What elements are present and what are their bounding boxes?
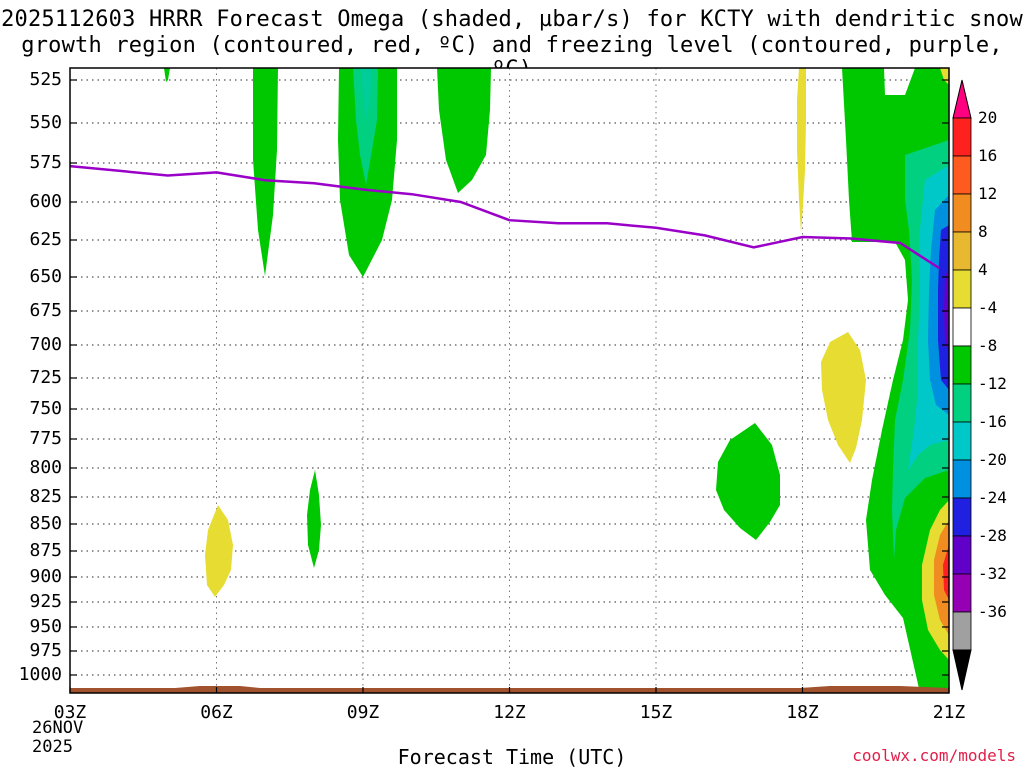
chart-title-line1: 2025112603 HRRR Forecast Omega (shaded, … [1,7,1023,32]
omega-column-09z-cyan [361,68,372,120]
credit-link[interactable]: coolwx.com/models [852,746,1016,765]
omega-shading [70,68,949,693]
x-tick-label: 21Z [932,702,966,723]
y-tick-label: 700 [29,334,62,355]
omega-system-right-positive-orange [934,520,949,635]
omega-system-right-deepblue [938,225,949,390]
omega-sliver-08z [307,470,321,568]
colorbar-label: 4 [978,260,988,279]
colorbar-bottom-arrow [952,649,972,691]
chart-title-line2: growth region (contoured, red, ºC) and f… [21,33,1003,82]
colorbar-segment [952,459,972,499]
colorbar-label: -16 [978,412,1007,431]
omega-blob-17z [716,423,780,540]
y-tick-label: 875 [29,540,62,561]
colorbar-label: -4 [978,298,998,317]
x-tick-label: 03Z [53,702,87,723]
y-tick-label: 950 [29,616,62,637]
date-label-day: 26NOV [32,718,84,738]
colorbar-label: -32 [978,564,1007,583]
colorbar-segment [952,421,972,461]
colorbar-label: -24 [978,488,1007,507]
y-tick-label: 850 [29,513,62,534]
omega-column-09z-teal [353,68,378,185]
y-tick-label: 525 [29,69,62,90]
colorbar-segment [952,345,972,385]
colorbar-label: -28 [978,526,1007,545]
y-tick-label: 725 [29,367,62,388]
y-tick-label: 575 [29,152,62,173]
y-tick-label: 600 [29,191,62,212]
y-tick-label: 650 [29,266,62,287]
freezing-level-line [69,164,940,270]
omega-system-right-positive-red [943,545,949,600]
colorbar-segment [952,269,972,309]
axis-ticks [69,79,950,693]
y-tick-label: 1000 [18,664,62,685]
colorbar-segment [952,383,972,423]
y-tick-label: 625 [29,229,62,250]
colorbar-segment [952,307,972,347]
colorbar-segment [952,535,972,575]
omega-speck-top-right [940,68,949,85]
x-tick-label: 12Z [493,702,526,723]
colorbar-segment [952,193,972,233]
colorbar-label: -8 [978,336,998,355]
y-tick-label: 550 [29,112,62,133]
y-tick-label: 900 [29,566,62,587]
omega-positive-18z-streak [797,68,806,233]
y-tick-label: 925 [29,591,62,612]
x-tick-label: 09Z [346,702,380,723]
x-tick-label: 18Z [786,702,819,723]
omega-positive-06z [205,505,233,597]
colorbar-label: 8 [978,222,988,241]
y-tick-label: 675 [29,300,62,321]
colorbar-segment [952,611,972,651]
omega-column-07z [253,68,278,276]
y-tick-label: 975 [29,640,62,661]
colorbar-label: -12 [978,374,1007,393]
colorbar-label: 20 [978,108,998,127]
colorbar-segment [952,117,972,157]
x-tick-label: 06Z [200,702,233,723]
omega-system-right-purple [944,270,949,350]
freezing-level-series [69,164,940,270]
colorbar-label: 16 [978,146,998,165]
y-tick-label: 800 [29,457,62,478]
colorbar-segment [952,231,972,271]
omega-positive-19z [821,332,866,463]
colorbar-top-arrow [952,79,972,119]
y-tick-label: 775 [29,428,62,449]
colorbar-segment [952,573,972,613]
omega-blob-05z [164,68,170,82]
date-label-year: 2025 [32,737,73,757]
x-tick-label: 15Z [639,702,673,723]
colorbar [952,79,972,691]
y-tick-label: 750 [29,398,62,419]
colorbar-label: -20 [978,450,1007,469]
colorbar-segment [952,155,972,195]
y-tick-label: 825 [29,486,62,507]
colorbar-label: -36 [978,602,1007,621]
colorbar-label: 12 [978,184,998,203]
x-axis-title: Forecast Time (UTC) [397,745,627,769]
colorbar-segment [952,497,972,537]
omega-column-11z [437,68,491,193]
